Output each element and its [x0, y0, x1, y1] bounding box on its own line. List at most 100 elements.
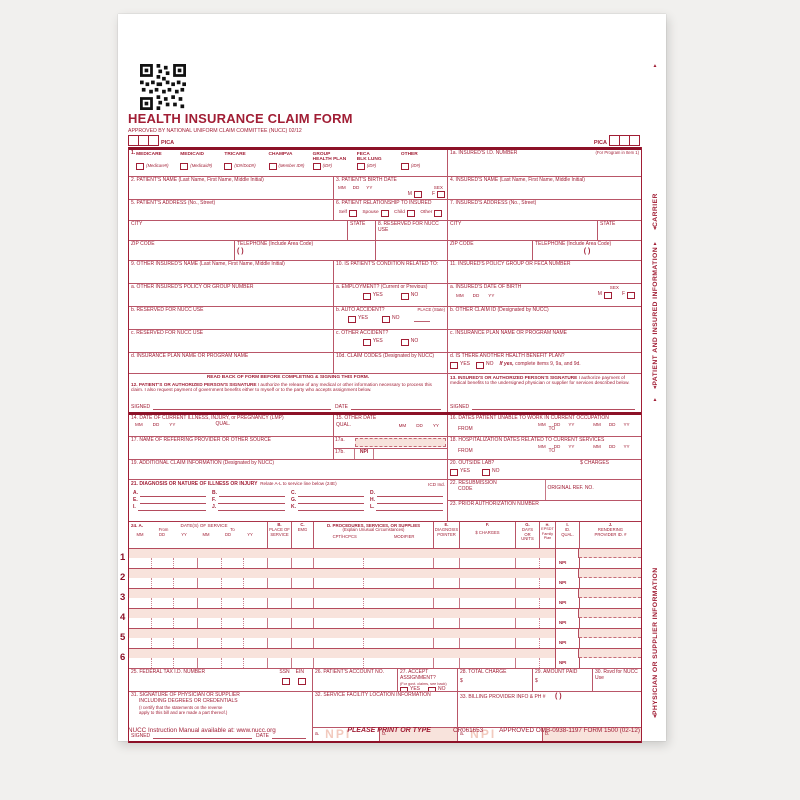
service-line-number: 5 — [120, 632, 126, 643]
box3-label: 3. PATIENT'S BIRTH DATE — [336, 177, 397, 183]
form-footer: NUCC Instruction Manual available at: ww… — [128, 727, 640, 734]
box31-label: 31. SIGNATURE OF PHYSICIAN OR SUPPLIER — [131, 692, 240, 698]
footer-print-type: PLEASE PRINT OR TYPE — [347, 727, 431, 734]
box1-option: MEDICAID (Medicaid#) — [180, 152, 213, 170]
service-line-number: 3 — [120, 592, 126, 603]
telephone-label-right: TELEPHONE (Include Area Code) — [535, 241, 612, 247]
physician-supplier-strip: ▲ PHYSICIAN OR SUPPLIER INFORMATION ▼ — [651, 397, 659, 720]
state-label-left: STATE — [350, 221, 366, 227]
box21-label: 21. DIAGNOSIS OR NATURE OF ILLNESS OR IN… — [131, 481, 258, 487]
npi-label: NPI — [555, 598, 579, 608]
ssn-checkbox — [282, 677, 290, 685]
outside-lab-no-checkbox — [482, 468, 491, 476]
service-line-number: 1 — [120, 552, 126, 563]
phone-parens-right: ( ) — [583, 247, 591, 255]
other-accident-yes-checkbox — [362, 338, 371, 346]
pica-label-right: PICA — [593, 140, 607, 146]
relationship-option: Self — [339, 209, 357, 217]
pica-label-left: PICA — [161, 140, 175, 146]
other-plan-no-checkbox — [476, 361, 485, 369]
payer-checkbox — [268, 163, 277, 170]
footer-manual: NUCC Instruction Manual available at: ww… — [128, 727, 276, 734]
insured-sex-m-checkbox — [603, 291, 612, 299]
phone-parens-left: ( ) — [237, 247, 244, 255]
relationship-checkbox — [380, 209, 389, 217]
box30-label: 30. Rsvd for NUCC Use — [595, 669, 638, 681]
diagnosis-letter: K. — [291, 504, 364, 511]
box1a-label: 1a. INSURED'S I.D. NUMBER — [450, 150, 518, 156]
box18-label: 18. HOSPITALIZATION DATES RELATED TO CUR… — [450, 437, 605, 443]
auto-accident-yes-checkbox — [348, 315, 356, 323]
form-subtitle: APPROVED BY NATIONAL UNIFORM CLAIM COMMI… — [128, 128, 302, 134]
box8-label: 8. RESERVED FOR NUCC USE — [378, 221, 439, 233]
box1a-hint: (For Program in Item 1) — [595, 150, 639, 155]
carrier-strip: ▲ CARRIER ▼ — [651, 63, 659, 232]
box10-label: 10. IS PATIENT'S CONDITION RELATED TO: — [336, 261, 439, 267]
box2-label: 2. PATIENT'S NAME (Last Name, First Name… — [131, 177, 264, 183]
diagnosis-letter: D. — [370, 490, 443, 497]
box17a-field — [355, 438, 446, 447]
box27-label: 27. ACCEPT ASSIGNMENT? — [400, 669, 436, 681]
diagnosis-letter: I. — [133, 504, 206, 511]
city-label-left: CITY — [131, 221, 143, 227]
box19-label: 19. ADDITIONAL CLAIM INFORMATION (Design… — [131, 460, 275, 466]
relationship-checkbox — [434, 209, 443, 217]
payer-checkbox — [356, 163, 365, 170]
icd-ind-label: ICD Ind. — [428, 481, 445, 487]
diagnosis-letter: C. — [291, 490, 364, 497]
npi-label: NPI — [555, 618, 579, 628]
npi-watermark: NPI — [325, 726, 352, 741]
diagnosis-letter: F. — [212, 497, 285, 504]
service-line-number: 2 — [120, 572, 126, 583]
sex-f-checkbox — [437, 191, 445, 199]
box28-label: 28. TOTAL CHARGE — [460, 669, 507, 675]
box20-charges-label: $ CHARGES — [580, 460, 609, 466]
employment-yes-checkbox — [362, 292, 371, 300]
payer-checkbox — [136, 163, 145, 170]
npi-label: NPI — [555, 658, 579, 668]
payer-checkbox — [400, 163, 409, 170]
diagnosis-letter: B. — [212, 490, 285, 497]
arrow-down-icon: ▼ — [652, 714, 658, 720]
relationship-checkbox — [406, 209, 415, 217]
box33-npi-strip: a. NPI b. — [458, 727, 641, 741]
npi-label: NPI — [555, 558, 579, 568]
box6-options: Self Spouse Child Other — [336, 209, 445, 217]
box17b-npi-label: NPI — [354, 449, 374, 459]
box20-label: 20. OUTSIDE LAB? — [450, 460, 495, 466]
other-plan-yes-checkbox — [450, 361, 458, 369]
box17b-label: 17b. — [335, 449, 345, 455]
box10c-label: c. OTHER ACCIDENT? — [336, 330, 389, 336]
box1-option: GROUP HEALTH PLAN (ID#) — [312, 152, 347, 170]
box1-number: 1. — [131, 150, 136, 156]
box10d-label: 10d. CLAIM CODES (Designated by NUCC) — [336, 353, 435, 359]
form-title: HEALTH INSURANCE CLAIM FORM — [128, 111, 353, 126]
ein-checkbox — [298, 677, 306, 685]
diagnosis-grid: A. B. C. D. E. F. G. H. I. J. K. L. — [131, 490, 445, 511]
diagnosis-letter: H. — [370, 497, 443, 504]
box32-label: 32. SERVICE FACILITY LOCATION INFORMATIO… — [315, 692, 431, 698]
patient-insured-strip: ▲ PATIENT AND INSURED INFORMATION ▼ — [651, 241, 659, 391]
diagnosis-letter: J. — [212, 504, 285, 511]
service-rows: 1 NPI 2 NPI 3 NPI 4 — [120, 548, 641, 668]
pica-boxes-right — [609, 135, 640, 146]
diagnosis-letter: E. — [133, 497, 206, 504]
box23-label: 23. PRIOR AUTHORIZATION NUMBER — [450, 501, 539, 507]
box1-options: MEDICARE (Medicare#) MEDICAID (Medicaid#)… — [136, 151, 445, 175]
relationship-option: Child — [394, 209, 415, 217]
service-table-header: 24. A. DATE(S) OF SERVICE From To MM DD YY MM… — [129, 521, 641, 548]
box22-orig-label: ORIGINAL REF. NO. — [544, 480, 642, 500]
box17a-label: 17a. — [335, 437, 345, 443]
insured-sex-f-checkbox — [627, 291, 635, 299]
box10b-label: b. AUTO ACCIDENT? — [336, 307, 385, 313]
box22-label: 22. RESUBMISSION — [450, 480, 497, 486]
other-accident-no-checkbox — [400, 338, 409, 346]
footer-approved: APPROVED OMB-0938-1197 FORM 1500 (02-12) — [499, 727, 640, 734]
box16-label: 16. DATES PATIENT UNABLE TO WORK IN CURR… — [450, 415, 609, 421]
service-line-number: 4 — [120, 612, 126, 623]
city-label-right: CITY — [450, 221, 462, 227]
box29-label: 29. AMOUNT PAID — [535, 669, 578, 675]
relationship-option: Other — [420, 209, 443, 217]
sex-m-checkbox — [413, 191, 422, 199]
diagnosis-letter: L. — [370, 504, 443, 511]
